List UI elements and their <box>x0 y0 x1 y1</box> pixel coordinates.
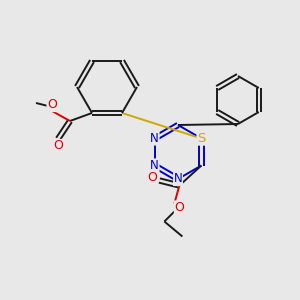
Text: N: N <box>150 159 159 172</box>
Text: S: S <box>197 132 206 145</box>
Text: O: O <box>53 140 63 152</box>
Text: O: O <box>174 201 184 214</box>
Text: N: N <box>174 172 182 185</box>
Text: O: O <box>147 171 157 184</box>
Text: O: O <box>47 98 57 112</box>
Text: N: N <box>150 132 159 145</box>
